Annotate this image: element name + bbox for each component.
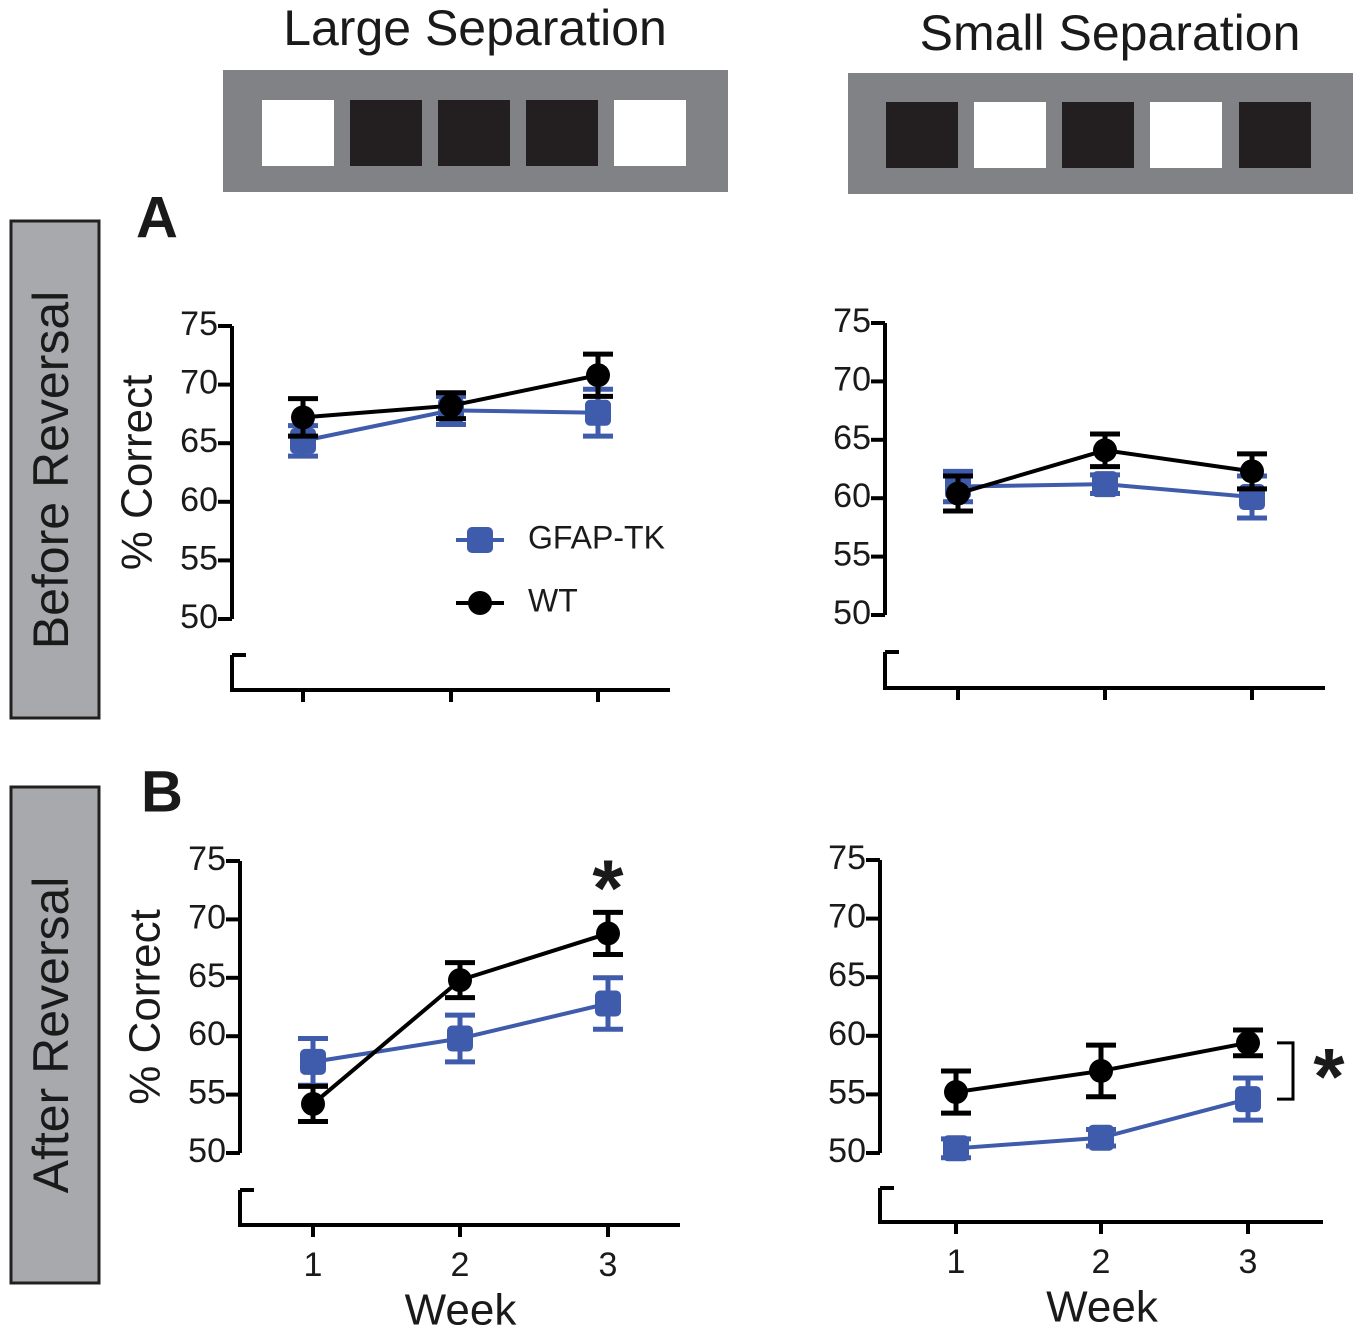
y-tick-label: 65 [833,419,871,457]
y-tick-label: 50 [828,1132,866,1170]
marker [596,921,620,946]
column-title: Large Separation [283,0,667,56]
marker [1240,459,1264,484]
y-tick-label: 55 [188,1074,226,1112]
x-tick-label: 3 [599,1246,618,1284]
y-axis-label: % Correct [113,375,162,571]
y-axis [878,860,1323,1224]
panel-letter: B [141,759,183,824]
marker [300,1048,326,1075]
legend-label: WT [528,582,578,618]
y-axis [238,861,680,1227]
marker [448,968,472,993]
marker [1092,471,1118,498]
y-tick-label: 60 [180,481,218,519]
marker [439,393,463,418]
y-tick-label: 75 [180,305,218,343]
y-tick-label: 60 [188,1015,226,1053]
y-tick-label: 50 [188,1132,226,1170]
y-tick-label: 55 [828,1073,866,1111]
row-label: Before Reversal [23,291,79,650]
marker [1236,1030,1260,1055]
y-axis-label: % Correct [121,909,170,1105]
significance: * [1313,1032,1345,1121]
marker [467,527,493,553]
legend-label: GFAP-TK [528,519,665,555]
marker [301,1091,325,1116]
row-label: After Reversal [23,877,79,1194]
marker [1088,1124,1114,1151]
y-tick-label: 70 [833,360,871,398]
y-tick-label: 75 [833,302,871,340]
y-tick-label: 75 [828,839,866,877]
x-tick-label: 2 [451,1246,470,1284]
bracket [1277,1041,1295,1101]
y-tick-label: 65 [188,957,226,995]
x-tick-label: 1 [947,1243,966,1281]
marker [291,405,315,430]
row-box [9,785,101,1285]
marker [585,399,611,426]
stimulus-large [223,70,728,192]
marker [946,481,970,506]
marker [944,1080,968,1105]
marker [1235,1086,1261,1113]
marker [468,591,492,615]
x-tick-label: 3 [1239,1243,1258,1281]
marker [447,1025,473,1052]
y-tick-label: 55 [180,539,218,577]
marker [586,363,610,388]
y-tick-label: 50 [180,598,218,636]
x-axis-label: Week [405,1286,518,1334]
row-box [9,219,101,720]
marker [1093,438,1117,463]
y-axis [883,323,1325,690]
y-tick-label: 70 [180,364,218,402]
y-tick-label: 55 [833,536,871,574]
significance: * [592,844,624,933]
y-axis [230,326,670,692]
y-tick-label: 65 [180,422,218,460]
x-tick-label: 1 [304,1246,323,1284]
column-title: Small Separation [920,5,1301,61]
panel-letter: A [136,185,178,250]
marker [595,990,621,1017]
y-tick-label: 60 [833,477,871,515]
y-tick-label: 65 [828,956,866,994]
y-tick-label: 70 [828,898,866,936]
stimulus-small [848,73,1353,194]
y-tick-label: 75 [188,840,226,878]
marker [943,1135,969,1162]
x-axis-label: Week [1046,1283,1159,1332]
x-tick-label: 2 [1092,1243,1111,1281]
y-tick-label: 60 [828,1015,866,1053]
y-tick-label: 50 [833,594,871,632]
y-tick-label: 70 [188,898,226,936]
marker [1089,1058,1113,1083]
